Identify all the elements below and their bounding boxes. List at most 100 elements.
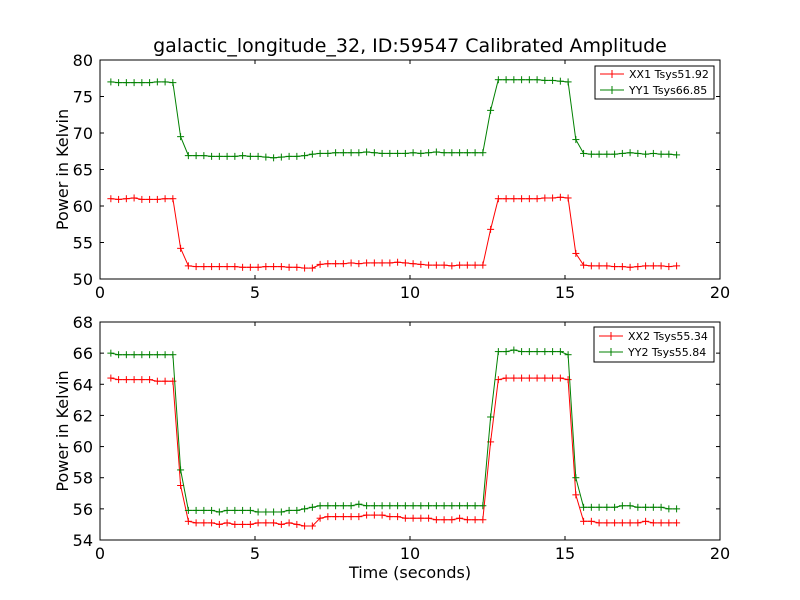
data-point <box>223 506 231 514</box>
data-point <box>409 149 417 157</box>
data-point <box>200 506 208 514</box>
plot-bottom-series <box>107 346 681 530</box>
data-point <box>657 503 665 511</box>
data-point <box>409 502 417 510</box>
data-point <box>518 195 526 203</box>
data-point <box>107 78 115 86</box>
legend-box <box>594 65 715 100</box>
data-point <box>200 519 208 527</box>
data-point <box>246 152 254 160</box>
data-point <box>533 195 541 203</box>
data-point <box>324 149 332 157</box>
data-point <box>642 517 650 525</box>
legend-label-series-1: XX1 Tsys51.92 <box>629 68 709 81</box>
data-point <box>487 106 495 114</box>
data-point <box>618 502 626 510</box>
data-point <box>549 348 557 356</box>
data-point <box>161 351 169 359</box>
x-tick-label: 15 <box>555 283 575 302</box>
data-point <box>386 513 394 521</box>
data-point <box>479 502 487 510</box>
data-point <box>239 263 247 271</box>
y-tick-label: 62 <box>73 406 93 425</box>
data-point <box>580 149 588 157</box>
data-point <box>432 148 440 156</box>
data-point <box>169 351 177 359</box>
plot-top-series <box>107 76 681 272</box>
plot-bottom: Power in Kelvin Time (seconds) 0 5 10 15 20 5… <box>53 313 730 582</box>
data-point <box>525 76 533 84</box>
data-point <box>308 522 316 530</box>
data-point <box>634 519 642 527</box>
data-point <box>301 152 309 160</box>
data-point <box>184 506 192 514</box>
data-point <box>293 152 301 160</box>
data-point <box>130 376 138 384</box>
x-tick-label: 5 <box>250 544 260 563</box>
data-point <box>618 519 626 527</box>
data-point <box>301 264 309 272</box>
data-point <box>626 149 634 157</box>
data-point <box>634 503 642 511</box>
data-point <box>394 258 402 266</box>
data-point <box>401 259 409 267</box>
data-point <box>177 466 185 474</box>
data-point <box>215 508 223 516</box>
data-point <box>525 374 533 382</box>
plot-bottom-ylabel: Power in Kelvin <box>53 370 72 491</box>
data-point <box>169 377 177 385</box>
legend-box <box>593 326 715 363</box>
x-tick-label: 10 <box>400 544 420 563</box>
data-point <box>146 79 154 87</box>
data-point <box>169 79 177 87</box>
data-point <box>549 374 557 382</box>
data-point <box>153 351 161 359</box>
data-point <box>665 519 673 527</box>
data-point <box>161 78 169 86</box>
data-point <box>332 513 340 521</box>
data-point <box>440 149 448 157</box>
data-point <box>239 520 247 528</box>
y-tick-label: 60 <box>73 197 93 216</box>
data-point <box>603 519 611 527</box>
legend-label-series-1: XX2 Tsys55.34 <box>628 330 708 343</box>
data-point <box>456 514 464 522</box>
plot-bottom-legend: XX2 Tsys55.34 YY2 Tsys55.84 <box>593 326 715 363</box>
data-point <box>518 76 526 84</box>
data-point <box>347 149 355 157</box>
data-point <box>425 514 433 522</box>
data-point <box>425 149 433 157</box>
data-point <box>463 149 471 157</box>
data-point <box>487 413 495 421</box>
data-point <box>618 149 626 157</box>
data-point <box>184 517 192 525</box>
data-point <box>572 136 580 144</box>
data-point <box>494 195 502 203</box>
plot-top-ticks: 0 5 10 15 20 50 55 60 65 70 75 80 <box>73 51 731 302</box>
data-point <box>285 152 293 160</box>
data-point <box>332 502 340 510</box>
data-point <box>324 513 332 521</box>
data-point <box>673 262 681 270</box>
data-point <box>293 263 301 271</box>
data-point <box>301 505 309 513</box>
data-point <box>122 195 130 203</box>
data-point <box>510 195 518 203</box>
y-tick-label: 75 <box>73 88 93 107</box>
data-point <box>564 376 572 384</box>
data-point <box>533 76 541 84</box>
data-point <box>339 149 347 157</box>
data-point <box>432 502 440 510</box>
data-point <box>262 263 270 271</box>
data-point <box>270 519 278 527</box>
legend-label-series-2: YY1 Tsys66.85 <box>628 84 707 97</box>
data-point <box>262 508 270 516</box>
data-point <box>510 76 518 84</box>
data-point <box>386 259 394 267</box>
data-point <box>510 374 518 382</box>
data-point <box>370 511 378 519</box>
data-point <box>564 78 572 86</box>
data-point <box>223 519 231 527</box>
data-point <box>611 263 619 271</box>
